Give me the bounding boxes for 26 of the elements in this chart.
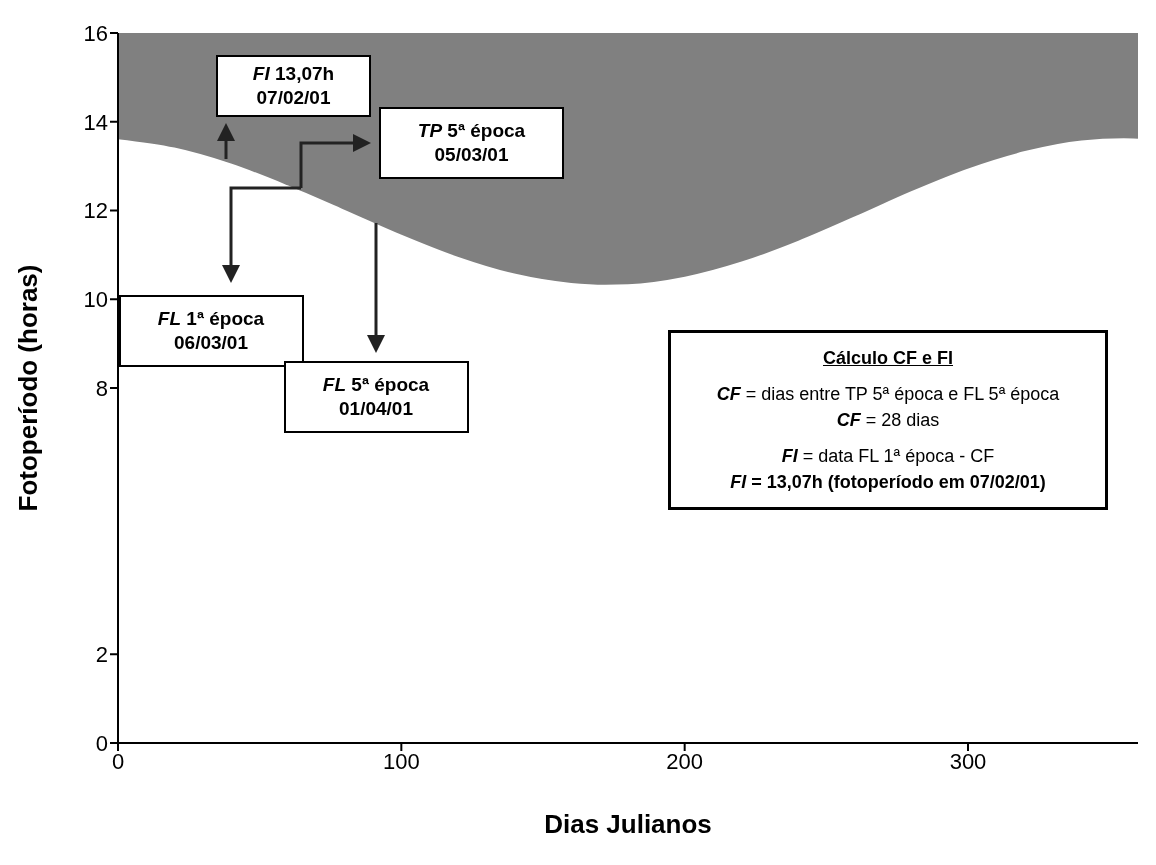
annotation: FL 1ª época 06/03/01 xyxy=(156,307,266,355)
text-box: FI 13,07h 07/02/01 xyxy=(216,55,371,117)
y-tick-label: 12 xyxy=(83,198,108,224)
x-tick-label: 200 xyxy=(666,748,704,774)
text-box: FL 1ª época 06/03/01 xyxy=(118,295,304,367)
text-box: TP 5ª época 05/03/01 xyxy=(379,107,564,179)
x-tick-label: 0 xyxy=(111,748,125,774)
y-tick-label: 10 xyxy=(83,287,108,313)
y-tick-label: 14 xyxy=(83,109,108,135)
y-tick-label: 2 xyxy=(95,642,108,668)
annotation: CF = dias entre TP 5ª época e FL 5ª época xyxy=(715,383,1061,407)
x-tick-label: 100 xyxy=(382,748,420,774)
annotation: Cálculo CF e FI xyxy=(822,347,954,371)
annotation: FI = 13,07h (fotoperíodo em 07/02/01) xyxy=(729,471,1047,495)
x-axis-title: Dias Julianos xyxy=(544,809,712,839)
y-tick-label: 0 xyxy=(95,730,108,756)
y-axis-title: Fotoperíodo (horas) xyxy=(13,264,44,512)
y-tick-label: 16 xyxy=(83,20,108,46)
x-tick-label: 300 xyxy=(949,748,987,774)
annotation: CF = 28 dias xyxy=(835,409,941,433)
annotation: FL 5ª época 01/04/01 xyxy=(321,373,431,421)
annotation: FI = data FL 1ª época - CF xyxy=(780,445,996,469)
annotation: TP 5ª época 05/03/01 xyxy=(416,119,527,167)
text-box: FL 5ª época 01/04/01 xyxy=(283,361,469,433)
y-tick-label: 8 xyxy=(95,375,108,401)
annotation: FI 13,07h 07/02/01 xyxy=(251,62,336,110)
